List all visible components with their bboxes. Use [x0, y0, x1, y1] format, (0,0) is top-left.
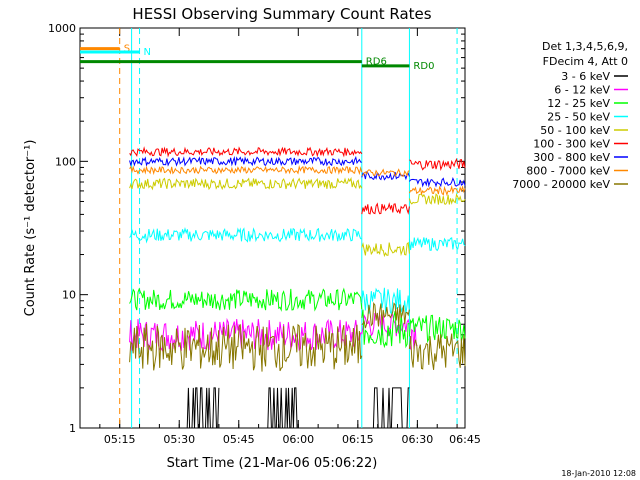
annotation-label: RD6: [366, 57, 387, 68]
series-line: [408, 193, 466, 205]
series-line: [361, 301, 410, 329]
series-line: [408, 333, 466, 370]
series-line: [129, 176, 363, 191]
series-line: [129, 146, 363, 158]
date-stamp: 18-Jan-2010 12:08: [561, 469, 636, 478]
series-line: [409, 157, 466, 172]
series-line: [361, 241, 410, 258]
x-tick-label: 05:30: [163, 433, 195, 446]
x-tick-label: 06:00: [282, 433, 314, 446]
legend-label: 6 - 12 keV: [554, 84, 610, 97]
series-line: [129, 227, 362, 244]
series-line: [361, 202, 410, 215]
legend-label: 3 - 6 keV: [561, 70, 610, 83]
legend-label: 100 - 300 keV: [533, 138, 610, 151]
series-line: [129, 323, 363, 372]
legend-label: 800 - 7000 keV: [526, 165, 610, 178]
plot-area: [79, 27, 466, 429]
series-line: [266, 387, 299, 429]
series-line: [369, 387, 410, 429]
data-series: [129, 146, 466, 429]
x-tick-label: 06:45: [449, 433, 481, 446]
series-line: [408, 184, 466, 197]
legend: Det 1,3,4,5,6,9, FDecim 4, Att 0 3 - 6 keV…: [512, 40, 628, 191]
x-tick-label: 06:15: [342, 433, 374, 446]
axis-ticks: 1 10 100 1000 05:15 05:30 05:45 06:00 06:15 06:30…: [48, 22, 481, 446]
y-tick-label: 100: [55, 155, 76, 168]
x-tick-label: 06:30: [402, 433, 434, 446]
legend-label: 25 - 50 keV: [547, 111, 610, 124]
chart-title: HESSI Observing Summary Count Rates: [132, 5, 431, 23]
series-line: [361, 311, 410, 337]
series-line: [129, 317, 362, 352]
legend-header: FDecim 4, Att 0: [543, 55, 628, 68]
annotation-label: N: [144, 47, 151, 58]
y-tick-label: 1: [69, 422, 76, 435]
attenuator-markers: S N RD6 RD0: [80, 28, 458, 428]
series-line: [186, 387, 220, 429]
series-line: [408, 314, 466, 344]
legend-label: 7000 - 20000 keV: [512, 178, 610, 191]
annotation-label: S: [124, 44, 130, 55]
series-line: [129, 155, 362, 167]
x-tick-label: 05:15: [104, 433, 136, 446]
x-tick-label: 05:45: [223, 433, 255, 446]
y-tick-label: 1000: [48, 22, 76, 35]
annotation-label: RD0: [413, 61, 434, 72]
legend-label: 50 - 100 keV: [540, 124, 610, 137]
series-line: [129, 287, 363, 312]
series-line: [408, 237, 466, 252]
legend-label: 12 - 25 keV: [547, 97, 610, 110]
series-line: [361, 168, 410, 177]
y-axis-label: Count Rate (s⁻¹ detector⁻¹): [23, 140, 38, 317]
series-line: [129, 164, 363, 176]
x-axis-label: Start Time (21-Mar-06 05:06:22): [167, 456, 378, 471]
legend-header: Det 1,3,4,5,6,9,: [542, 40, 628, 53]
legend-label: 300 - 800 keV: [533, 151, 610, 164]
y-tick-label: 10: [62, 289, 76, 302]
series-line: [409, 177, 466, 188]
